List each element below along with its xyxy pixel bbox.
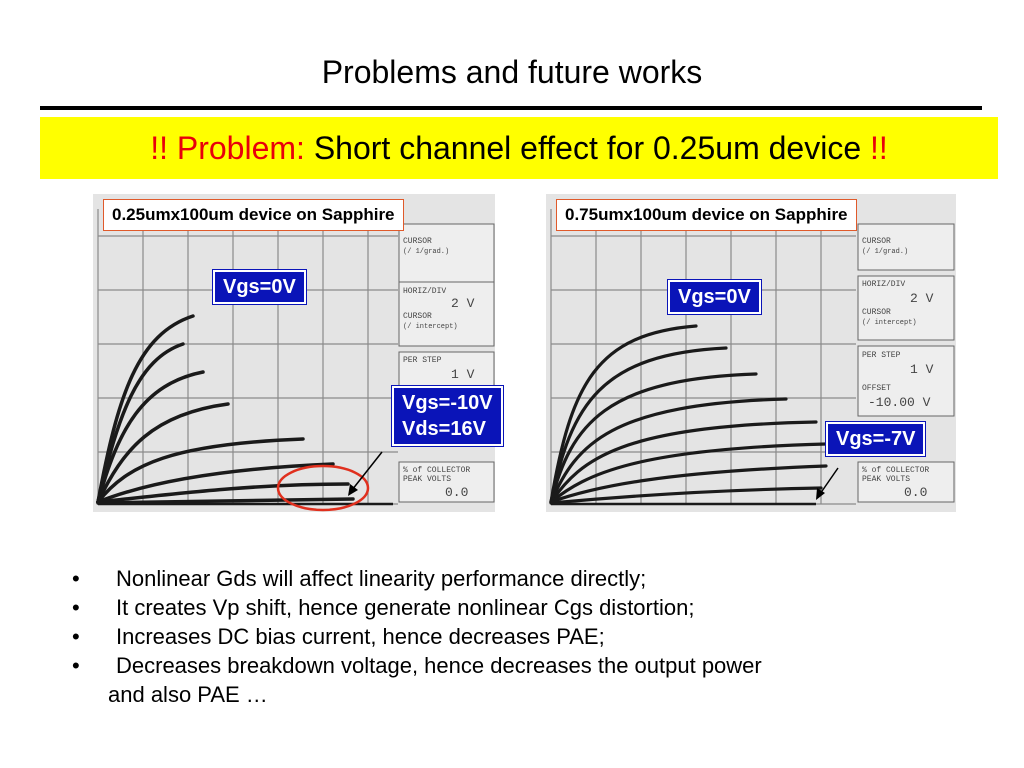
right-screen-offset-val: -10.00 V xyxy=(868,395,931,410)
left-curve-tracer-screen: CURSOR (/ 1/grad.) HORIZ/DIV 2 V CURSOR … xyxy=(93,194,495,512)
right-screen-horiz-val: 2 V xyxy=(910,291,934,306)
left-screen-cursor2: CURSOR xyxy=(403,312,432,321)
left-screen-cursor2-sub: (/ intercept) xyxy=(403,323,458,331)
right-caption: 0.75umx100um device on Sapphire xyxy=(556,199,857,231)
left-vgs0-label: Vgs=0V xyxy=(212,269,307,305)
left-vds16: Vds=16V xyxy=(402,418,486,440)
right-screen-per-step: PER STEP xyxy=(862,351,901,360)
left-screen-horiz-val: 2 V xyxy=(451,296,475,311)
problem-prefix: !! Problem: xyxy=(150,129,305,166)
right-screen-collector: % of COLLECTOR xyxy=(862,466,929,475)
left-screen-cursor1: CURSOR xyxy=(403,237,432,246)
right-settings-panel: CURSOR (/ 1/grad.) HORIZ/DIV 2 V CURSOR … xyxy=(857,223,955,503)
bullet-list: Nonlinear Gds will affect linearity perf… xyxy=(68,564,968,709)
right-screen-peak-val: 0.0 xyxy=(904,485,927,500)
problem-banner: !! Problem: Short channel effect for 0.2… xyxy=(40,117,998,179)
left-screen-horiz: HORIZ/DIV xyxy=(403,287,446,296)
bullet-item: Increases DC bias current, hence decreas… xyxy=(68,622,968,651)
left-screen-cursor1-sub: (/ 1/grad.) xyxy=(403,248,449,256)
right-screen-per-step-val: 1 V xyxy=(910,362,934,377)
left-vgs-vds-label: Vgs=-10V Vds=16V xyxy=(391,385,504,447)
right-screen-horiz: HORIZ/DIV xyxy=(862,280,905,289)
right-vgs0-label: Vgs=0V xyxy=(667,279,762,315)
bullet-item: It creates Vp shift, hence generate nonl… xyxy=(68,593,968,622)
right-screen-cursor2-sub: (/ intercept) xyxy=(862,319,917,327)
left-screen-peak-val: 0.0 xyxy=(445,485,468,500)
left-curve-tracer-photo: CURSOR (/ 1/grad.) HORIZ/DIV 2 V CURSOR … xyxy=(93,194,495,512)
problem-text: Short channel effect for 0.25um device xyxy=(304,129,870,166)
title-divider xyxy=(40,106,982,110)
right-iv-curves xyxy=(549,324,828,505)
left-vgs-neg10: Vgs=-10V xyxy=(402,392,493,414)
right-curve-tracer-screen: CURSOR (/ 1/grad.) HORIZ/DIV 2 V CURSOR … xyxy=(546,194,956,512)
right-screen-peak: PEAK VOLTS xyxy=(862,475,910,484)
bullet-continuation: and also PAE … xyxy=(108,682,268,707)
left-screen-collector: % of COLLECTOR xyxy=(403,466,470,475)
right-screen-offset: OFFSET xyxy=(862,384,891,393)
left-screen-per-step-val: 1 V xyxy=(451,367,475,382)
right-screen-cursor1-sub: (/ 1/grad.) xyxy=(862,248,908,256)
left-screen-peak: PEAK VOLTS xyxy=(403,475,451,484)
left-screen-per-step: PER STEP xyxy=(403,356,442,365)
problem-suffix: !! xyxy=(870,129,888,166)
bullet-item: Nonlinear Gds will affect linearity perf… xyxy=(68,564,968,593)
right-curve-tracer-photo: CURSOR (/ 1/grad.) HORIZ/DIV 2 V CURSOR … xyxy=(546,194,956,512)
right-vgs-neg7-label: Vgs=-7V xyxy=(824,421,927,457)
bullet-item: Decreases breakdown voltage, hence decre… xyxy=(68,651,968,709)
slide-title: Problems and future works xyxy=(321,54,703,90)
right-screen-cursor1: CURSOR xyxy=(862,237,891,246)
right-screen-cursor2: CURSOR xyxy=(862,308,891,317)
right-grid xyxy=(550,209,856,505)
left-caption: 0.25umx100um device on Sapphire xyxy=(103,199,404,231)
